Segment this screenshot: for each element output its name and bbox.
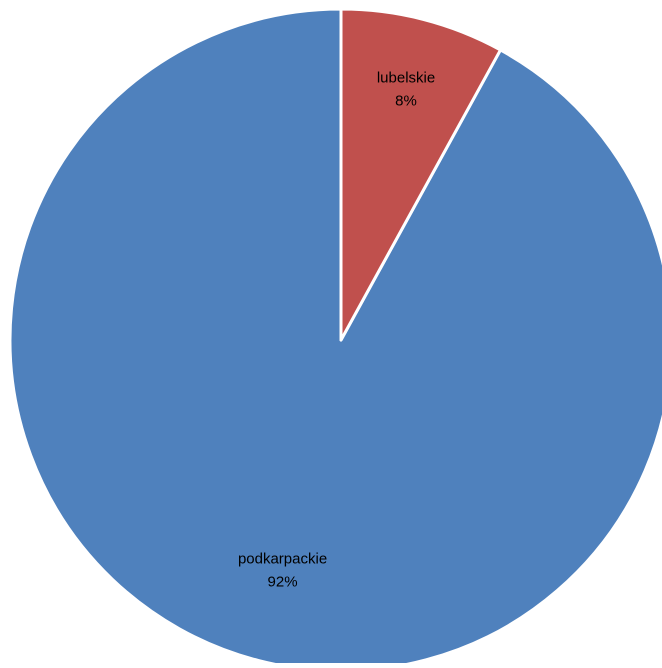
labels-layer: podkarpackie 92% lubelskie 8%	[238, 70, 435, 591]
data-label-value-podkarpackie: 92%	[268, 574, 298, 591]
pie-slice-podkarpackie	[8, 7, 662, 668]
pie-slice-lubelskie	[339, 7, 502, 342]
data-label-name-lubelskie: lubelskie	[377, 70, 435, 87]
data-label-value-lubelskie: 8%	[395, 93, 417, 110]
data-label-name-podkarpackie: podkarpackie	[238, 551, 327, 568]
slices-layer	[8, 7, 662, 668]
